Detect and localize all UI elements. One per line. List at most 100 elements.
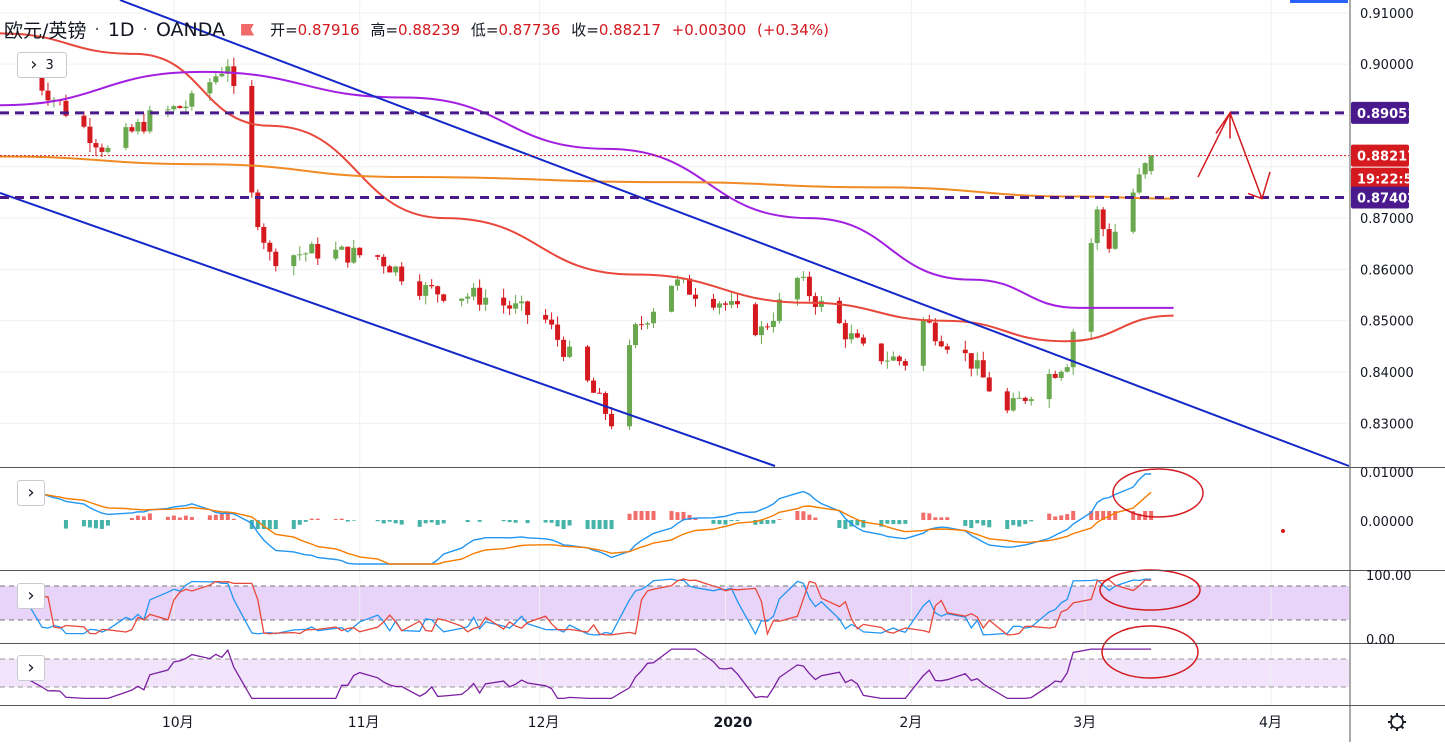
- candle-body: [219, 73, 225, 77]
- highlight-ellipse-macd: [1112, 468, 1204, 518]
- candle-body: [123, 127, 129, 148]
- macd-histogram-bar: [333, 519, 338, 520]
- macd-histogram-bar: [933, 517, 938, 520]
- candle-body: [423, 285, 429, 296]
- candle-body: [555, 324, 561, 340]
- candle-body: [231, 66, 237, 86]
- rsi-band: [0, 659, 1349, 687]
- rsi-expand-button[interactable]: ›: [17, 655, 45, 681]
- macd-histogram-bar: [177, 517, 182, 520]
- candle-body: [525, 301, 531, 316]
- resistance-price-badge: 0.89051: [1357, 107, 1416, 122]
- macd-histogram-bar: [435, 520, 440, 525]
- macd-histogram-bar: [753, 520, 758, 525]
- candle-body: [477, 287, 483, 305]
- rsi-line: [23, 648, 1152, 700]
- candle-body: [267, 242, 273, 252]
- stoch-expand-button[interactable]: ›: [17, 583, 45, 609]
- macd-histogram-bar: [1023, 520, 1028, 525]
- candle-body: [854, 333, 860, 338]
- macd-histogram-bar: [717, 520, 722, 525]
- price-axis-tick: 0.83000: [1360, 417, 1414, 432]
- scroll-indicator: [1290, 0, 1348, 3]
- candle-body: [1010, 398, 1016, 411]
- candle-body: [165, 109, 171, 111]
- low-value: 0.87736: [498, 21, 561, 39]
- macd-histogram-bar: [597, 520, 602, 529]
- candle-body: [507, 305, 513, 309]
- macd-histogram-bar: [219, 513, 224, 520]
- moving-average-line: [0, 32, 1174, 343]
- candle-body: [39, 66, 45, 91]
- chevron-right-icon: ›: [27, 657, 35, 678]
- macd-histogram-bar: [897, 520, 902, 525]
- candle-body: [135, 121, 141, 132]
- macd-histogram-bar: [669, 511, 674, 520]
- macd-histogram-bar: [921, 512, 926, 520]
- chart-legend-header: 欧元/英镑 · 1D · OANDA 开=0.87916 高=0.88239 低…: [4, 16, 829, 43]
- macd-histogram-bar: [675, 512, 680, 520]
- candle-body: [375, 255, 381, 257]
- candle-body: [345, 246, 351, 263]
- macd-expand-button[interactable]: ›: [17, 480, 45, 506]
- change-pct: (+0.34%): [757, 21, 829, 39]
- candle-body: [105, 147, 111, 152]
- macd-histogram-bar: [1047, 513, 1052, 520]
- candle-body: [968, 353, 974, 369]
- macd-histogram-bar: [837, 520, 842, 528]
- macd-histogram-bar: [261, 520, 266, 529]
- candle-body: [309, 243, 315, 254]
- macd-histogram-bar: [1011, 520, 1016, 526]
- candle-body: [716, 303, 722, 308]
- macd-histogram-bar: [591, 520, 596, 529]
- candle-body: [141, 121, 147, 132]
- candle-body: [986, 377, 992, 392]
- resistance-price-badge-bg: [1351, 101, 1409, 124]
- candle-body: [944, 346, 950, 350]
- macd-histogram-bar: [975, 520, 980, 524]
- macd-histogram-bar: [1131, 511, 1136, 520]
- candle-body: [213, 76, 219, 83]
- macd-histogram-bar: [477, 520, 482, 522]
- gear-icon[interactable]: [1388, 713, 1406, 731]
- macd-histogram-bar: [693, 517, 698, 520]
- macd-histogram-bar: [381, 520, 386, 524]
- macd-histogram-bar: [135, 515, 140, 520]
- header-separator: ·: [142, 19, 148, 40]
- macd-histogram-bar: [639, 511, 644, 520]
- symbol-name[interactable]: 欧元/英镑: [4, 20, 87, 42]
- macd-histogram-bar: [465, 520, 470, 523]
- candle-body: [1148, 155, 1154, 172]
- macd-histogram-bar: [87, 520, 92, 528]
- flag-icon[interactable]: [241, 23, 255, 36]
- collapse-indicators-button[interactable]: › 3: [17, 52, 67, 78]
- candle-body: [591, 380, 597, 393]
- macd-histogram-bar: [147, 513, 152, 520]
- macd-histogram-bar: [759, 520, 764, 525]
- candle-body: [87, 126, 93, 144]
- interval-label[interactable]: 1D: [107, 18, 135, 41]
- macd-histogram-bar: [399, 520, 404, 525]
- macd-histogram-bar: [939, 517, 944, 520]
- macd-histogram-bar: [207, 515, 212, 520]
- macd-histogram-bar: [987, 520, 992, 528]
- indicator-count: 3: [45, 57, 54, 73]
- macd-histogram-bar: [777, 519, 782, 520]
- macd-histogram-bar: [861, 520, 866, 528]
- candle-body: [932, 322, 938, 342]
- candle-body: [734, 301, 740, 305]
- macd-histogram-bar: [855, 520, 860, 526]
- macd-histogram-bar: [1029, 520, 1034, 522]
- time-axis-tick: 10月: [162, 715, 194, 731]
- candle-body: [543, 315, 549, 320]
- stoch-band: [0, 586, 1349, 620]
- candle-body: [1064, 367, 1070, 372]
- candle-body: [585, 346, 591, 381]
- macd-histogram-bar: [555, 520, 560, 527]
- macd-histogram-bar: [297, 520, 302, 525]
- time-axis-tick: 2月: [899, 715, 922, 731]
- candle-body: [315, 243, 321, 259]
- arrow-head-down: [1247, 171, 1271, 200]
